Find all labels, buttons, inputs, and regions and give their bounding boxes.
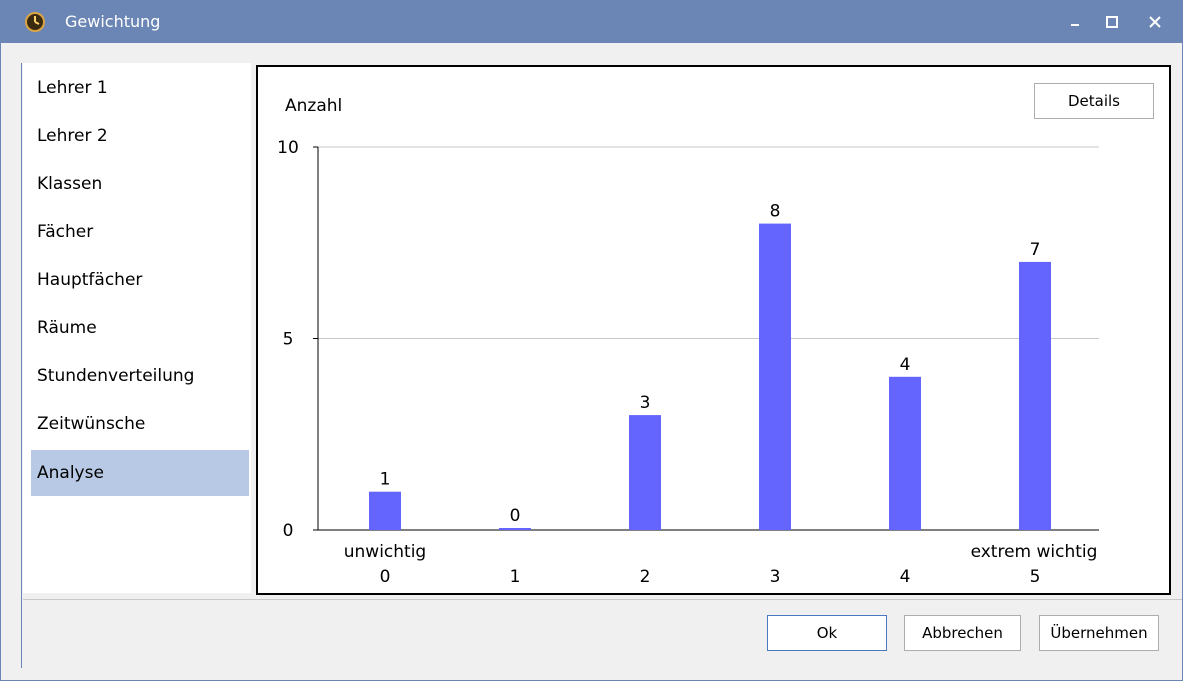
- y-tick-label-10: 10: [277, 138, 299, 158]
- ok-button[interactable]: Ok: [767, 615, 887, 651]
- data-label-1: 0: [510, 506, 521, 526]
- footer-divider: [23, 599, 1182, 600]
- left-edge-line: [21, 63, 22, 668]
- y-tick-label-5: 5: [283, 330, 294, 350]
- x-tick-label-2: 2: [640, 567, 651, 587]
- x-tick-label-0: 0: [380, 567, 391, 587]
- cancel-button[interactable]: Abbrechen: [904, 615, 1021, 651]
- x-annotation-right: extrem wichtig: [971, 542, 1098, 562]
- x-tick-label-3: 3: [770, 567, 781, 587]
- data-label-0: 1: [380, 470, 391, 490]
- sidebar-item-zeitwuensche[interactable]: Zeitwünsche: [37, 414, 146, 434]
- bar-5: [1019, 261, 1051, 530]
- window-title: Gewichtung: [65, 12, 161, 31]
- x-tick-label-5: 5: [1030, 567, 1041, 587]
- bar-layer: [369, 223, 1051, 530]
- footer: Ok Abbrechen Übernehmen: [23, 600, 1182, 670]
- sidebar-item-lehrer-1[interactable]: Lehrer 1: [37, 78, 108, 98]
- bar-3: [759, 223, 791, 530]
- grid-layer: [317, 146, 1099, 531]
- data-label-2: 3: [640, 393, 651, 413]
- x-tick-label-1: 1: [510, 567, 521, 587]
- title-bar[interactable]: Gewichtung: [1, 1, 1182, 43]
- x-tick-layer: 0 1 2 3 4 5: [380, 567, 1041, 587]
- clock-app-icon: [25, 12, 45, 32]
- minimize-icon[interactable]: [1062, 9, 1090, 35]
- data-label-layer: 1 0 3 8 4 7: [380, 202, 1041, 526]
- close-icon[interactable]: [1141, 9, 1169, 35]
- sidebar-item-faecher[interactable]: Fächer: [37, 222, 94, 242]
- x-tick-label-4: 4: [900, 567, 911, 587]
- chart-panel: [256, 65, 1171, 595]
- y-axis-label: Anzahl: [285, 96, 342, 116]
- sidebar-item-analyse[interactable]: Analyse: [31, 450, 249, 496]
- bar-4: [889, 376, 921, 530]
- data-label-5: 7: [1030, 240, 1041, 260]
- x-annotation-left: unwichtig: [344, 542, 426, 562]
- sidebar-item-stundenverteilung[interactable]: Stundenverteilung: [37, 366, 195, 386]
- details-button[interactable]: Details: [1034, 83, 1154, 119]
- data-label-4: 4: [900, 355, 911, 375]
- sidebar-item-klassen[interactable]: Klassen: [37, 174, 103, 194]
- maximize-icon[interactable]: [1098, 9, 1126, 35]
- sidebar-item-lehrer-2[interactable]: Lehrer 2: [37, 126, 108, 146]
- data-label-3: 8: [770, 202, 781, 222]
- sidebar-item-raeume[interactable]: Räume: [37, 318, 97, 338]
- left-edge: [1, 43, 23, 680]
- bar-1: [499, 528, 531, 530]
- sidebar-nav: Lehrer 1 Lehrer 2 Klassen Fächer Hauptfä…: [23, 63, 251, 593]
- bar-0: [369, 491, 401, 530]
- y-tick-layer: 0 5 10: [277, 138, 318, 541]
- y-tick-label-0: 0: [283, 521, 294, 541]
- sidebar-item-hauptfaecher[interactable]: Hauptfächer: [37, 270, 143, 290]
- apply-button[interactable]: Übernehmen: [1039, 615, 1159, 651]
- bar-2: [629, 415, 661, 530]
